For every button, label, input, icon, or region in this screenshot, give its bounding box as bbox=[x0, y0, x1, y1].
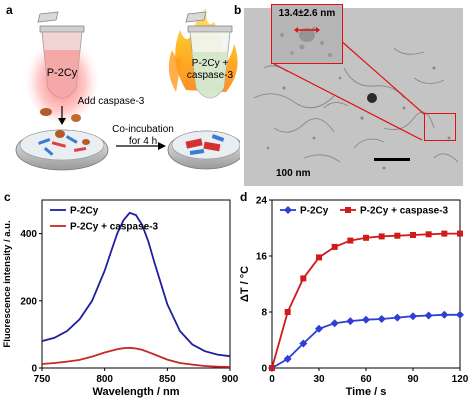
data-point bbox=[330, 319, 339, 328]
data-point bbox=[378, 233, 385, 240]
data-point bbox=[457, 230, 463, 237]
x-tick-label: 750 bbox=[34, 374, 51, 385]
data-point bbox=[299, 339, 308, 348]
incubation-label-line1: Co-incubation bbox=[112, 124, 174, 135]
dish-right-icon bbox=[167, 130, 240, 170]
x-tick-label: 120 bbox=[452, 374, 469, 385]
data-point bbox=[347, 237, 354, 244]
x-tick-label: 800 bbox=[96, 374, 113, 385]
y-axis-label: ΔT / °C bbox=[239, 266, 251, 302]
data-point bbox=[362, 315, 370, 324]
legend-label-0: P-2Cy bbox=[300, 206, 329, 217]
series-line-1 bbox=[271, 232, 460, 369]
arrow-down-icon bbox=[58, 106, 66, 125]
tube-right-label-line2: caspase-3 bbox=[186, 70, 234, 81]
tube-right-flame-icon bbox=[168, 8, 238, 99]
x-tick-label: 30 bbox=[313, 374, 325, 385]
arrow-right-icon bbox=[116, 142, 166, 150]
x-tick-label: 90 bbox=[407, 374, 419, 385]
data-point bbox=[456, 310, 464, 319]
tem-micrograph bbox=[244, 8, 463, 186]
temperature-chart: 0 30 60 90 120 0 8 16 24 Time / s ΔT / °C P-2Cy P-2C… bbox=[239, 196, 469, 399]
data-point bbox=[269, 365, 275, 371]
dish-left-icon bbox=[15, 129, 109, 171]
series-line-0 bbox=[41, 211, 231, 358]
y-tick-label: 0 bbox=[261, 364, 267, 375]
data-point bbox=[425, 231, 432, 238]
data-point bbox=[393, 313, 402, 322]
legend-label-1: P-2Cy + caspase-3 bbox=[360, 206, 449, 217]
data-point bbox=[394, 232, 401, 239]
legend-label-0: P-2Cy bbox=[70, 206, 99, 217]
x-tick-label: 900 bbox=[222, 374, 239, 385]
scale-bar-label: 100 nm bbox=[276, 168, 311, 179]
plot-frame bbox=[41, 199, 231, 369]
y-tick-label: 24 bbox=[256, 196, 268, 207]
data-point bbox=[284, 309, 291, 315]
inset-size-label: 13.4±2.6 nm bbox=[278, 8, 336, 19]
y-tick-label: 200 bbox=[20, 296, 37, 307]
series-line-1 bbox=[41, 346, 231, 368]
data-point bbox=[300, 275, 307, 282]
panel-b-label: b bbox=[234, 3, 242, 17]
data-point bbox=[363, 234, 369, 241]
y-tick-label: 0 bbox=[31, 364, 37, 375]
tem-inset-texture bbox=[272, 5, 342, 63]
data-point bbox=[315, 324, 323, 333]
data-point bbox=[440, 310, 449, 319]
x-axis-label: Wavelength / nm bbox=[93, 386, 180, 398]
caspase-drops-icon bbox=[40, 108, 81, 122]
tem-inset-zoom: 13.4±2.6 nm bbox=[271, 4, 343, 64]
x-tick-label: 0 bbox=[269, 374, 275, 385]
panel-c-label: c bbox=[4, 190, 11, 204]
fluorescence-chart: 750 800 850 900 0 200 400 Wavelength / nm Fluore… bbox=[2, 199, 239, 398]
data-point bbox=[410, 232, 416, 238]
panel-a-schematic bbox=[15, 8, 240, 171]
incubation-label-line2: for 4 h bbox=[128, 136, 158, 147]
x-tick-label: 850 bbox=[159, 374, 176, 385]
legend-label-1: P-2Cy + caspase-3 bbox=[70, 222, 159, 233]
data-point bbox=[331, 243, 338, 250]
data-point bbox=[316, 254, 322, 261]
y-tick-label: 400 bbox=[20, 229, 37, 240]
tem-zoom-region bbox=[424, 113, 456, 141]
data-point bbox=[283, 354, 292, 363]
data-point bbox=[424, 311, 433, 320]
tube-left-icon bbox=[26, 11, 98, 122]
x-tick-label: 60 bbox=[360, 374, 372, 385]
data-point bbox=[346, 317, 355, 326]
data-point bbox=[377, 315, 386, 323]
y-tick-label: 16 bbox=[256, 252, 268, 263]
y-tick-label: 8 bbox=[261, 308, 267, 319]
x-axis-label: Time / s bbox=[346, 386, 387, 398]
tube-right-label-line1: P-2Cy + bbox=[191, 58, 229, 69]
legend-marker-0 bbox=[284, 206, 292, 214]
add-caspase-label: Add caspase-3 bbox=[77, 96, 145, 107]
tube-left-label: P-2Cy bbox=[46, 67, 78, 79]
y-axis-label: Fluorescence intensity / a.u. bbox=[2, 220, 13, 347]
panel-d-label: d bbox=[240, 190, 248, 204]
legend-marker-1 bbox=[345, 207, 351, 213]
data-point bbox=[409, 312, 417, 321]
data-point bbox=[441, 230, 448, 237]
panel-a-label: a bbox=[6, 3, 13, 17]
